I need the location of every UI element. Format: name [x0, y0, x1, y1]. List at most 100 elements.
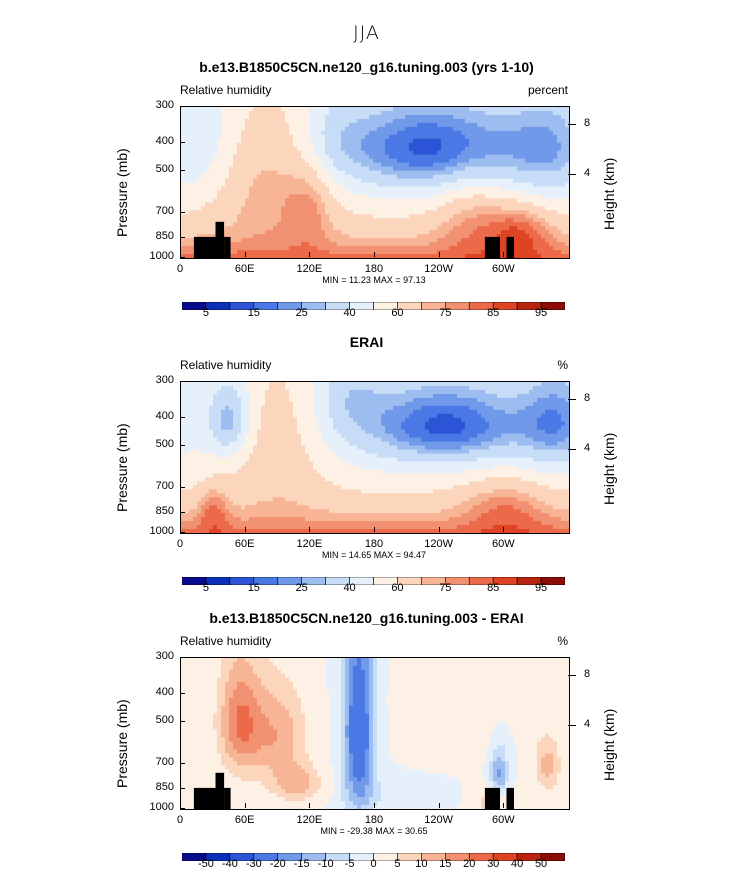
- heatmap-cell: [293, 393, 298, 399]
- heatmap-cell: [309, 206, 314, 211]
- heatmap-cell: [365, 190, 370, 196]
- heatmap-cell: [477, 194, 482, 199]
- heatmap-cell: [205, 146, 210, 152]
- heatmap-cell: [361, 254, 366, 258]
- heatmap-cell: [321, 138, 326, 144]
- heatmap-cell: [437, 246, 442, 251]
- heatmap-cell: [409, 401, 414, 407]
- heatmap-cell: [549, 110, 554, 116]
- heatmap-cell: [273, 206, 278, 211]
- heatmap-cell: [413, 142, 418, 148]
- heatmap-cell: [401, 246, 406, 251]
- heatmap-cell: [453, 110, 458, 116]
- heatmap-cell: [289, 134, 294, 140]
- heatmap-cell: [533, 118, 538, 124]
- heatmap-cell: [501, 250, 506, 255]
- heatmap-cell: [481, 421, 486, 427]
- heatmap-cell: [309, 382, 314, 387]
- heatmap-cell: [229, 178, 234, 184]
- heatmap-cell: [545, 222, 550, 227]
- heatmap-cell: [353, 158, 358, 164]
- heatmap-cell: [273, 142, 278, 148]
- heatmap-cell: [529, 226, 534, 231]
- heatmap-cell: [489, 401, 494, 407]
- heatmap-cell: [321, 397, 326, 403]
- heatmap-cell: [461, 138, 466, 144]
- heatmap-cell: [525, 110, 530, 116]
- heatmap-cell: [473, 250, 478, 255]
- heatmap-cell: [393, 226, 398, 231]
- heatmap-cell: [197, 118, 202, 124]
- heatmap-cell: [325, 226, 330, 231]
- heatmap-cell: [249, 230, 254, 235]
- heatmap-cell: [297, 425, 302, 431]
- colorbar-label: 5: [202, 307, 209, 319]
- heatmap-cell: [277, 393, 282, 399]
- heatmap-cell: [233, 429, 238, 435]
- heatmap-cell: [509, 122, 514, 128]
- heatmap-cell: [445, 146, 450, 152]
- heatmap-cell: [349, 226, 354, 231]
- heatmap-cell: [297, 170, 302, 176]
- heatmap-cell: [413, 234, 418, 239]
- heatmap-cell: [249, 146, 254, 152]
- heatmap-cell: [313, 146, 318, 152]
- heatmap-cell: [241, 142, 246, 148]
- heatmap-cell: [405, 190, 410, 196]
- heatmap-cell: [389, 250, 394, 255]
- heatmap-cell: [349, 397, 354, 403]
- heatmap-cell: [477, 138, 482, 144]
- heatmap-cell: [273, 413, 278, 419]
- heatmap-cell: [497, 170, 502, 176]
- heatmap-cell: [329, 202, 334, 207]
- heatmap-cell: [213, 190, 218, 196]
- heatmap-cell: [493, 421, 498, 427]
- heatmap-cell: [249, 150, 254, 156]
- heatmap-cell: [453, 401, 458, 407]
- heatmap-cell: [349, 110, 354, 116]
- heatmap-cell: [533, 122, 538, 128]
- heatmap-cell: [297, 214, 302, 219]
- heatmap-cell: [493, 158, 498, 164]
- heatmap-cell: [377, 214, 382, 219]
- heatmap-cell: [285, 202, 290, 207]
- heatmap-cell: [301, 401, 306, 407]
- heatmap-cell: [261, 178, 266, 184]
- heatmap-cell: [345, 417, 350, 423]
- heatmap-cell: [481, 429, 486, 435]
- heatmap-cell: [497, 190, 502, 196]
- heatmap-cell: [493, 218, 498, 223]
- heatmap-cell: [533, 425, 538, 431]
- heatmap-cell: [369, 421, 374, 427]
- heatmap-cell: [537, 210, 542, 215]
- heatmap-cell: [249, 126, 254, 132]
- heatmap-cell: [361, 409, 366, 415]
- heatmap-cell: [381, 226, 386, 231]
- heatmap-cell: [549, 254, 554, 258]
- heatmap-cell: [305, 126, 310, 132]
- heatmap-cell: [249, 242, 254, 247]
- heatmap-cell: [353, 214, 358, 219]
- heatmap-cell: [385, 138, 390, 144]
- heatmap-cell: [397, 429, 402, 435]
- heatmap-cell: [261, 190, 266, 196]
- heatmap-cell: [453, 417, 458, 423]
- heatmap-cell: [393, 118, 398, 124]
- heatmap-cell: [345, 234, 350, 239]
- heatmap-cell: [185, 126, 190, 132]
- heatmap-cell: [553, 142, 558, 148]
- heatmap-cell: [281, 154, 286, 160]
- heatmap-cell: [329, 154, 334, 160]
- heatmap-cell: [337, 385, 342, 391]
- heatmap-cell: [477, 405, 482, 411]
- heatmap-cell: [305, 401, 310, 407]
- heatmap-cell: [409, 413, 414, 419]
- heatmap-cell: [413, 421, 418, 427]
- heatmap-cell: [185, 413, 190, 419]
- variable-label: Relative humidity: [180, 358, 272, 372]
- heatmap-cell: [301, 166, 306, 172]
- heatmap-cell: [529, 190, 534, 196]
- heatmap-cell: [401, 170, 406, 176]
- heatmap-cell: [329, 107, 334, 112]
- heatmap-cell: [213, 170, 218, 176]
